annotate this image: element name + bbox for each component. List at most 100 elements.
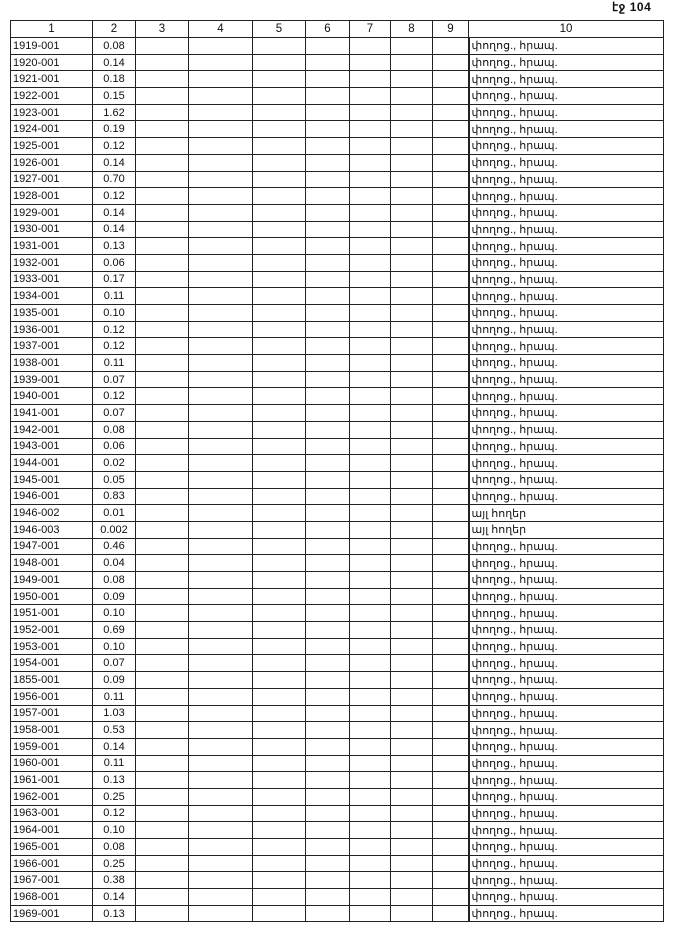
empty-cell <box>305 571 350 589</box>
land-type: փողոց., հրապ. <box>467 304 664 322</box>
land-type: փողոց., հրապ. <box>467 187 664 205</box>
empty-cell <box>432 804 469 823</box>
empty-cell <box>188 821 253 839</box>
empty-cell <box>390 337 433 356</box>
empty-cell <box>432 871 469 890</box>
empty-cell <box>390 804 433 823</box>
land-type: փողոց., հրապ. <box>467 387 664 406</box>
empty-cell <box>135 287 189 305</box>
parcel-code: 1919-001 <box>10 37 93 55</box>
parcel-code: 1924-001 <box>10 120 93 139</box>
empty-cell <box>349 187 391 205</box>
empty-cell <box>252 387 306 406</box>
empty-cell <box>135 270 189 289</box>
table-row: 1924-001 0.19 փողոց., հրապ. <box>10 120 664 139</box>
empty-cell <box>252 270 306 289</box>
empty-cell <box>188 370 253 389</box>
empty-cell <box>135 888 189 906</box>
area-value: 0.07 <box>92 370 136 389</box>
empty-cell <box>349 504 391 522</box>
table-row: 1946-003 0.002 այլ հողեր <box>10 520 664 539</box>
empty-cell <box>252 737 306 756</box>
empty-cell <box>390 854 433 873</box>
empty-cell <box>252 904 306 923</box>
empty-cell <box>188 754 253 773</box>
empty-cell <box>390 637 433 656</box>
empty-cell <box>349 270 391 289</box>
table-row: 1959-001 0.14 փողոց., հրապ. <box>10 737 664 756</box>
empty-cell <box>390 354 433 372</box>
table-row: 1919-001 0.08 փողոց., հրապ. <box>10 37 664 55</box>
empty-cell <box>135 304 189 322</box>
parcel-code: 1959-001 <box>10 737 93 756</box>
land-type: փողոց., հրապ. <box>467 671 664 689</box>
column-header-8: 8 <box>390 20 433 38</box>
empty-cell <box>349 571 391 589</box>
parcel-code: 1855-001 <box>10 671 93 689</box>
column-header-5: 5 <box>252 20 306 38</box>
empty-cell <box>188 470 253 489</box>
column-header-6: 6 <box>305 20 350 38</box>
header-row: 1 2 3 4 5 6 7 8 9 10 <box>10 20 664 38</box>
empty-cell <box>252 137 306 155</box>
parcel-code: 1964-001 <box>10 821 93 839</box>
empty-cell <box>432 470 469 489</box>
empty-cell <box>188 587 253 606</box>
empty-cell <box>188 420 253 439</box>
empty-cell <box>305 120 350 139</box>
empty-cell <box>305 537 350 556</box>
empty-cell <box>135 153 189 172</box>
parcel-code: 1958-001 <box>10 721 93 739</box>
table-row: 1943-001 0.06 փողոց., հրապ. <box>10 437 664 456</box>
empty-cell <box>305 854 350 873</box>
empty-cell <box>390 237 433 255</box>
empty-cell <box>252 87 306 105</box>
area-value: 0.12 <box>92 320 136 339</box>
empty-cell <box>305 404 350 422</box>
empty-cell <box>252 404 306 422</box>
empty-cell <box>188 404 253 422</box>
area-value: 0.07 <box>92 404 136 422</box>
empty-cell <box>390 387 433 406</box>
empty-cell <box>390 470 433 489</box>
area-value: 0.01 <box>92 504 136 522</box>
empty-cell <box>305 671 350 689</box>
empty-cell <box>135 370 189 389</box>
empty-cell <box>135 671 189 689</box>
empty-cell <box>349 53 391 72</box>
empty-cell <box>390 287 433 305</box>
empty-cell <box>135 220 189 239</box>
land-type: փողոց., հրապ. <box>467 370 664 389</box>
parcel-code: 1957-001 <box>10 704 93 723</box>
empty-cell <box>135 687 189 706</box>
empty-cell <box>305 370 350 389</box>
empty-cell <box>188 187 253 205</box>
empty-cell <box>135 854 189 873</box>
empty-cell <box>349 470 391 489</box>
table-row: 1921-001 0.18 փողոց., հրապ. <box>10 70 664 89</box>
land-type: այլ հողեր <box>467 520 664 539</box>
empty-cell <box>252 671 306 689</box>
empty-cell <box>252 704 306 723</box>
empty-cell <box>188 888 253 906</box>
table-row: 1968-001 0.14 փողոց., հրապ. <box>10 888 664 906</box>
empty-cell <box>390 304 433 322</box>
empty-cell <box>349 70 391 89</box>
parcel-code: 1923-001 <box>10 103 93 122</box>
parcel-code: 1965-001 <box>10 838 93 856</box>
parcel-code: 1920-001 <box>10 53 93 72</box>
empty-cell <box>135 87 189 105</box>
empty-cell <box>188 871 253 890</box>
parcel-code: 1945-001 <box>10 470 93 489</box>
empty-cell <box>252 354 306 372</box>
empty-cell <box>188 37 253 55</box>
empty-cell <box>432 637 469 656</box>
area-value: 0.69 <box>92 621 136 639</box>
empty-cell <box>432 737 469 756</box>
empty-cell <box>252 203 306 222</box>
empty-cell <box>135 804 189 823</box>
empty-cell <box>252 320 306 339</box>
empty-cell <box>432 904 469 923</box>
empty-cell <box>305 103 350 122</box>
empty-cell <box>305 704 350 723</box>
